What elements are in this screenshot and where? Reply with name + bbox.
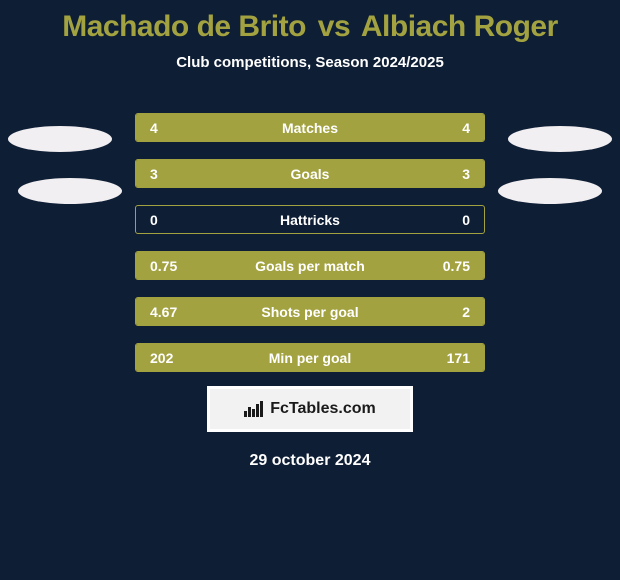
stat-row: 0.75Goals per match0.75 [135, 251, 485, 280]
avatar [498, 178, 602, 204]
stat-label: Hattricks [196, 212, 424, 228]
title: Machado de Brito vs Albiach Roger [0, 0, 620, 44]
stat-value-left: 0.75 [136, 258, 196, 274]
branding-badge: FcTables.com [207, 386, 413, 432]
vs-label: vs [318, 10, 350, 43]
avatar [508, 126, 612, 152]
stat-value-right: 3 [424, 166, 484, 182]
stat-label: Goals [196, 166, 424, 182]
date: 29 october 2024 [0, 452, 620, 470]
stat-value-left: 202 [136, 350, 196, 366]
stat-value-left: 0 [136, 212, 196, 228]
stat-label: Shots per goal [196, 304, 424, 320]
player2-name: Albiach Roger [361, 10, 558, 43]
stat-label: Min per goal [196, 350, 424, 366]
stat-row: 202Min per goal171 [135, 343, 485, 372]
stat-row: 4Matches4 [135, 113, 485, 142]
avatar [18, 178, 122, 204]
stat-value-right: 171 [424, 350, 484, 366]
avatar [8, 126, 112, 152]
player1-name: Machado de Brito [62, 10, 306, 43]
stat-row: 4.67Shots per goal2 [135, 297, 485, 326]
stat-label: Goals per match [196, 258, 424, 274]
stat-row: 0Hattricks0 [135, 205, 485, 234]
stat-value-right: 2 [424, 304, 484, 320]
stat-value-left: 4 [136, 120, 196, 136]
chart-icon [244, 401, 264, 417]
stats-list: 4Matches4 3Goals3 0Hattricks0 0.75Goals per… [0, 113, 620, 372]
stat-value-left: 3 [136, 166, 196, 182]
subtitle: Club competitions, Season 2024/2025 [0, 54, 620, 71]
stat-row: 3Goals3 [135, 159, 485, 188]
stat-value-left: 4.67 [136, 304, 196, 320]
stat-label: Matches [196, 120, 424, 136]
branding-text: FcTables.com [270, 400, 376, 418]
comparison-card: Machado de Brito vs Albiach Roger Club c… [0, 0, 620, 580]
stat-value-right: 0 [424, 212, 484, 228]
stat-value-right: 4 [424, 120, 484, 136]
stat-value-right: 0.75 [424, 258, 484, 274]
